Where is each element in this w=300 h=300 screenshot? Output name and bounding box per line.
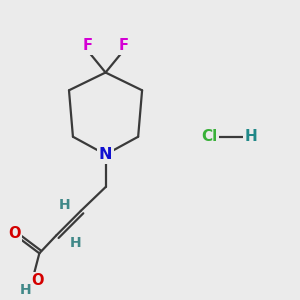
Text: Cl: Cl <box>201 129 218 144</box>
Text: H: H <box>59 198 71 212</box>
Text: H: H <box>70 236 82 250</box>
Text: H: H <box>20 283 31 297</box>
Text: H: H <box>244 129 257 144</box>
Text: F: F <box>83 38 93 53</box>
Text: O: O <box>8 226 21 241</box>
Text: F: F <box>118 38 128 53</box>
Text: O: O <box>31 274 44 289</box>
Text: N: N <box>99 147 112 162</box>
